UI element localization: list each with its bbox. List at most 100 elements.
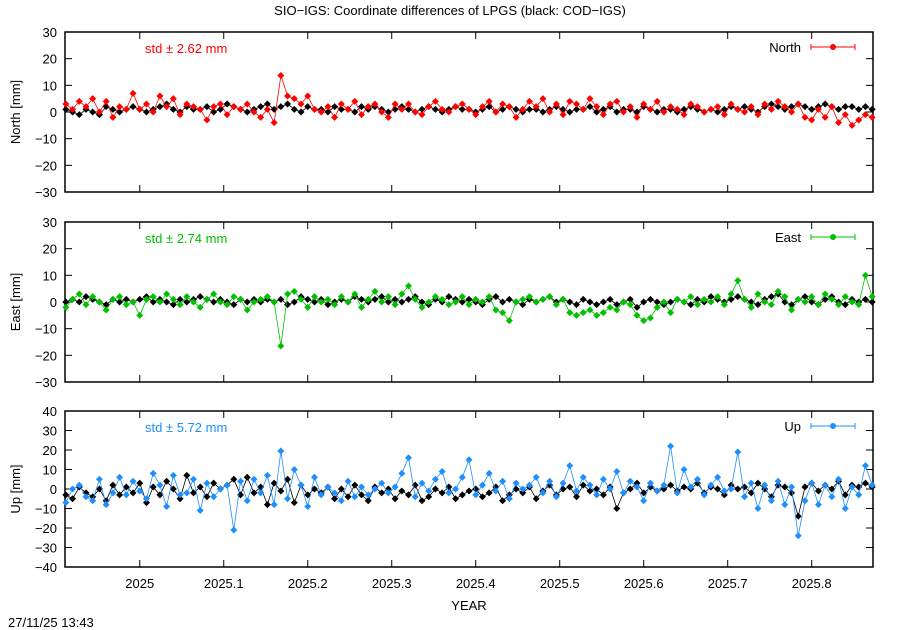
panel-north: 30 20 10 0 −10 −20 −30 North [mm] std ± 2.62 mm N… bbox=[8, 25, 876, 200]
data-point bbox=[418, 105, 426, 113]
data-point bbox=[868, 298, 876, 306]
data-point bbox=[667, 298, 675, 306]
data-point bbox=[808, 116, 816, 124]
data-point bbox=[700, 491, 708, 499]
data-point bbox=[633, 479, 641, 487]
data-point bbox=[774, 97, 782, 105]
data-point bbox=[364, 491, 372, 499]
data-point bbox=[384, 293, 392, 301]
data-point bbox=[149, 469, 157, 477]
data-point bbox=[169, 295, 177, 303]
data-point bbox=[122, 491, 130, 499]
data-point bbox=[626, 485, 634, 493]
data-point bbox=[754, 479, 762, 487]
x-tick-label: 2025.6 bbox=[624, 576, 664, 591]
data-point bbox=[754, 301, 762, 309]
data-point bbox=[855, 116, 863, 124]
data-point bbox=[89, 95, 97, 103]
data-point bbox=[317, 491, 325, 499]
data-point bbox=[693, 475, 701, 483]
data-point bbox=[378, 293, 386, 301]
data-point bbox=[653, 108, 661, 116]
data-point bbox=[405, 454, 413, 462]
data-point bbox=[277, 447, 285, 455]
data-point bbox=[519, 485, 527, 493]
data-point bbox=[263, 105, 271, 113]
data-point bbox=[364, 497, 372, 505]
data-point bbox=[492, 306, 500, 314]
x-tick-label: 2025.3 bbox=[372, 576, 412, 591]
data-point bbox=[351, 481, 359, 489]
data-point bbox=[478, 493, 486, 501]
data-point bbox=[277, 342, 285, 350]
data-point bbox=[310, 485, 318, 493]
data-point bbox=[774, 477, 782, 485]
data-point bbox=[599, 298, 607, 306]
y-tick-label: −20 bbox=[35, 521, 57, 536]
data-point bbox=[384, 113, 392, 121]
data-point bbox=[465, 295, 473, 303]
data-point bbox=[183, 471, 191, 479]
data-point bbox=[633, 113, 641, 121]
data-point bbox=[700, 295, 708, 303]
data-point bbox=[190, 475, 198, 483]
data-point bbox=[499, 105, 507, 113]
data-point bbox=[344, 477, 352, 485]
data-point bbox=[599, 309, 607, 317]
data-point bbox=[405, 282, 413, 290]
data-point bbox=[868, 293, 876, 301]
data-point bbox=[216, 485, 224, 493]
data-point bbox=[814, 487, 822, 495]
data-point bbox=[747, 303, 755, 311]
data-point bbox=[82, 489, 90, 497]
data-point bbox=[277, 295, 285, 303]
data-point bbox=[767, 293, 775, 301]
data-point bbox=[714, 103, 722, 111]
data-point bbox=[740, 295, 748, 303]
data-point bbox=[405, 105, 413, 113]
data-point bbox=[398, 298, 406, 306]
data-point bbox=[391, 495, 399, 503]
data-point bbox=[761, 298, 769, 306]
data-point bbox=[183, 489, 191, 497]
data-point bbox=[519, 295, 527, 303]
data-point bbox=[378, 479, 386, 487]
data-point bbox=[163, 503, 171, 511]
data-point bbox=[646, 314, 654, 322]
data-point bbox=[754, 290, 762, 298]
data-point bbox=[210, 290, 218, 298]
data-point bbox=[391, 295, 399, 303]
std-label: std ± 2.74 mm bbox=[145, 231, 227, 246]
data-point bbox=[505, 317, 513, 325]
data-point bbox=[384, 298, 392, 306]
data-point bbox=[230, 103, 238, 111]
data-point bbox=[290, 466, 298, 473]
data-point bbox=[196, 483, 204, 491]
data-point bbox=[613, 306, 621, 314]
data-point bbox=[277, 487, 285, 495]
data-point bbox=[438, 467, 446, 475]
data-point bbox=[129, 489, 137, 497]
data-point bbox=[673, 489, 681, 497]
data-point bbox=[458, 105, 466, 113]
data-point bbox=[525, 293, 533, 301]
data-point bbox=[431, 105, 439, 113]
data-point bbox=[378, 489, 386, 497]
data-point bbox=[740, 493, 748, 501]
data-point bbox=[263, 293, 271, 301]
data-point bbox=[378, 298, 386, 306]
data-point bbox=[129, 298, 137, 306]
data-point bbox=[767, 301, 775, 309]
data-point bbox=[667, 309, 675, 317]
data-point bbox=[868, 105, 876, 113]
x-tick-label: 2025.1 bbox=[204, 576, 244, 591]
data-point bbox=[519, 301, 527, 309]
data-point bbox=[169, 471, 177, 479]
data-point bbox=[458, 491, 466, 499]
data-point bbox=[284, 475, 292, 483]
data-point bbox=[290, 95, 298, 103]
data-point bbox=[478, 103, 486, 111]
data-point bbox=[579, 295, 587, 303]
data-point bbox=[62, 303, 70, 311]
data-point bbox=[593, 491, 601, 499]
